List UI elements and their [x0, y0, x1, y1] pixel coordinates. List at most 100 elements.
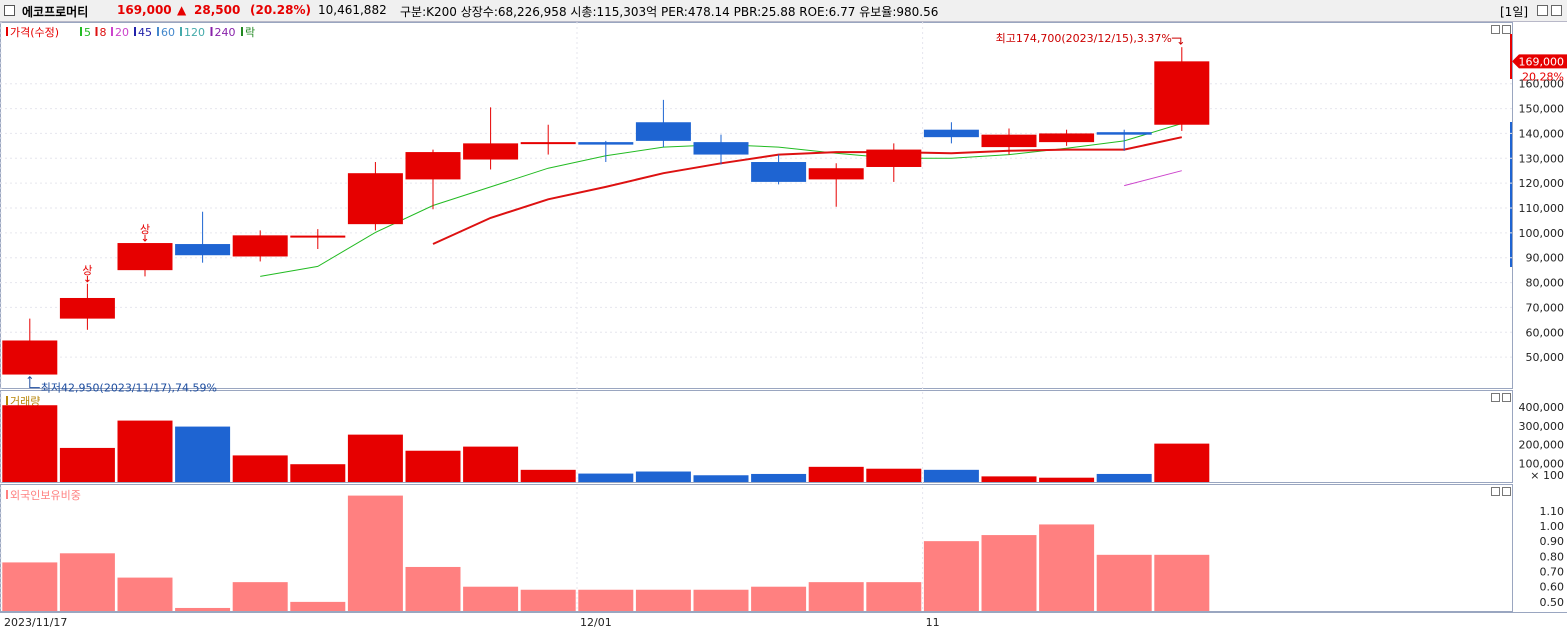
foreign-bar: [1096, 554, 1152, 611]
volume-bar: [808, 466, 864, 482]
volume-bar: [232, 455, 288, 482]
price-tick-label: 80,000: [1526, 277, 1565, 290]
foreign-tick-label: 0.60: [1540, 581, 1565, 594]
volume-bar: [923, 469, 979, 482]
candle-body: [1039, 133, 1095, 143]
foreign-tick-label: 1.00: [1540, 520, 1565, 533]
foreign-bar: [808, 582, 864, 611]
volume-panel-min-icon[interactable]: [1491, 393, 1500, 402]
foreign-legend-swatch: [6, 490, 8, 499]
candle-body: [578, 142, 634, 145]
stock-info: 구분:K200 상장수:68,226,958 시총:115,303억 PER:4…: [400, 5, 939, 19]
candle-body: [290, 235, 346, 238]
volume-bar: [1096, 473, 1152, 482]
volume-panel-close-icon[interactable]: [1502, 393, 1511, 402]
volume-axis: 100,000 200,000 300,000 400,000 × 100: [1519, 401, 1565, 482]
candle-body: [1096, 132, 1152, 135]
volume-bar: [2, 405, 58, 482]
annotations: 상상최고174,700(2023/12/15),3.37%최저42,950(20…: [27, 32, 1184, 395]
foreign-bar: [520, 589, 576, 611]
foreign-bar: [1039, 524, 1095, 611]
volume-bar: [635, 471, 691, 482]
ma8-line: [432, 136, 1183, 245]
foreign-tick-label: 0.90: [1540, 535, 1565, 548]
foreign-bar: [2, 562, 58, 611]
foreign-bar: [232, 582, 288, 611]
volume-legend-swatch: [6, 396, 8, 405]
legend-label: 락: [245, 26, 255, 39]
low-annotation: 최저42,950(2023/11/17),74.59%: [41, 382, 217, 395]
menu-checkbox-icon[interactable]: [4, 5, 15, 16]
foreign-bars: [2, 495, 1210, 611]
volume-bar: [117, 420, 173, 482]
current-price-label: 169,000: [1519, 55, 1565, 68]
legend-label: 가격(수정): [10, 26, 59, 39]
candle-body: [866, 149, 922, 167]
foreign-tick-label: 0.70: [1540, 566, 1565, 579]
candle-body: [635, 122, 691, 141]
price-tick-label: 140,000: [1519, 127, 1565, 140]
scale-down-strip: [1510, 122, 1512, 267]
chart-legend: 가격(수정) 5 8 20 45 60 120 240 락: [6, 26, 255, 39]
limit-up-arrow-icon: [85, 275, 90, 283]
legend-label: 8: [100, 26, 107, 39]
price-panel-min-icon[interactable]: [1491, 25, 1500, 34]
foreign-title: 외국인보유비중: [10, 489, 81, 502]
candle-body: [923, 129, 979, 138]
price-tick-label: 160,000: [1519, 78, 1565, 91]
close-icon[interactable]: [1551, 5, 1562, 16]
volume-bar: [1154, 443, 1210, 482]
foreign-tick-label: 0.80: [1540, 550, 1565, 563]
candle-body: [175, 244, 231, 256]
grid-lines: [0, 22, 1512, 612]
price-tick-label: 150,000: [1519, 103, 1565, 116]
foreign-bar: [347, 495, 403, 611]
limit-up-label: 상: [82, 264, 92, 277]
period-selector[interactable]: [1일]: [1500, 5, 1529, 19]
legend-label: 45: [138, 26, 152, 39]
volume-tick-label: 400,000: [1519, 401, 1565, 414]
candle-body: [59, 297, 115, 319]
volume-bar: [290, 464, 346, 482]
candle-body: [347, 173, 403, 225]
candle-body: [981, 134, 1037, 148]
candle-body: [2, 340, 58, 375]
price-tick-label: 130,000: [1519, 152, 1565, 165]
legend-swatch: [111, 27, 113, 36]
up-triangle-icon: ▲: [177, 3, 187, 17]
price-tick-label: 90,000: [1526, 252, 1565, 265]
legend-label: 60: [161, 26, 175, 39]
volume-bar: [405, 450, 461, 482]
foreign-bar: [923, 541, 979, 611]
foreign-bar: [751, 586, 807, 611]
foreign-panel-min-icon[interactable]: [1491, 487, 1500, 496]
foreign-bar: [866, 582, 922, 611]
volume-bar: [347, 434, 403, 482]
chart-header: 에코프로머티 169,000 ▲ 28,500 (20.28%) 10,461,…: [0, 0, 1567, 22]
price-tick-label: 110,000: [1519, 202, 1565, 215]
foreign-bar: [175, 607, 231, 611]
stock-chart: 가격(수정) 5 8 20 45 60 120 240 락 상상최고174,700(2023/1…: [0, 22, 1567, 629]
candle-body: [520, 142, 576, 145]
price-panel-close-icon[interactable]: [1502, 25, 1511, 34]
foreign-bar: [59, 553, 115, 611]
foreign-legend: 외국인보유비중: [6, 489, 81, 502]
candle-body: [117, 243, 173, 271]
date-tick-label: 11: [926, 616, 940, 629]
candle-body: [405, 152, 461, 180]
ma20-line: [1124, 170, 1182, 187]
price-tick-label: 100,000: [1519, 227, 1565, 240]
candle-body: [751, 162, 807, 182]
price-tick-label: 60,000: [1526, 326, 1565, 339]
foreign-bar: [635, 589, 691, 611]
legend-swatch: [210, 27, 213, 36]
volume-legend: 거래량: [6, 395, 40, 408]
maximize-icon[interactable]: [1537, 5, 1548, 16]
volume-bars: [2, 405, 1210, 482]
low-arrow-icon: [27, 375, 40, 389]
volume-bar: [1039, 477, 1095, 482]
foreign-bar: [578, 589, 634, 611]
price-tick-label: 70,000: [1526, 301, 1565, 314]
price-axis: 50,000 60,000 70,000 80,000 90,000 100,000 110…: [1512, 54, 1567, 364]
foreign-panel-close-icon[interactable]: [1502, 487, 1511, 496]
